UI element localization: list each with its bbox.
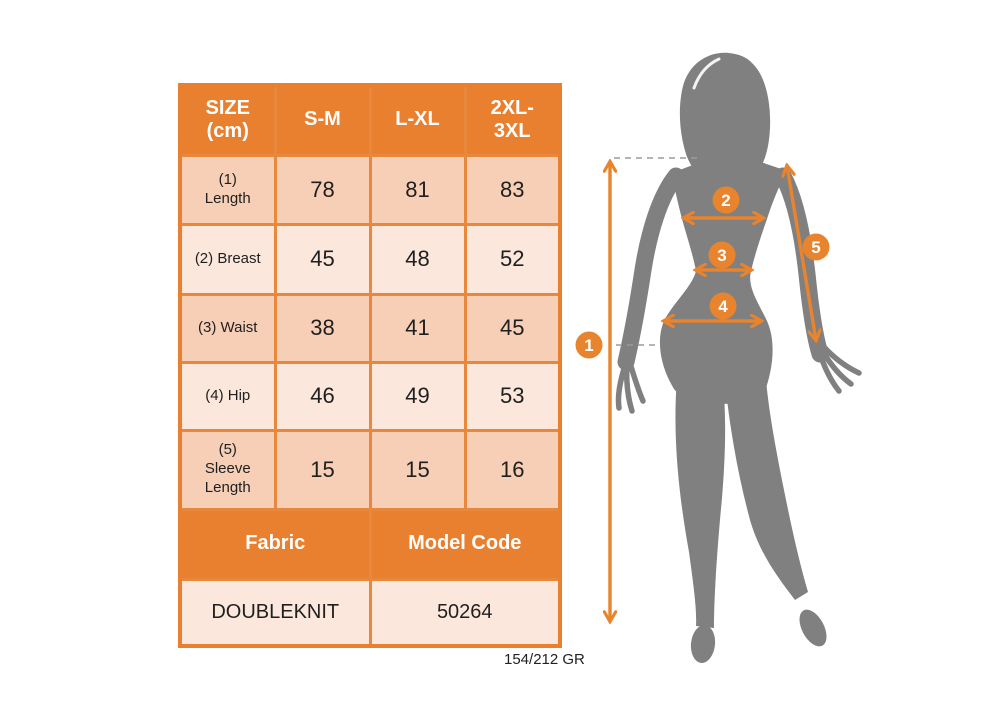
model-code-value: 50264 (368, 577, 562, 648)
row-label-length: (1) Length (178, 153, 277, 226)
badge-circle-3 (708, 241, 736, 269)
length-lxl: 81 (368, 153, 467, 226)
measure-arrow-sleeve (787, 166, 816, 340)
model-code-header: Model Code (368, 507, 562, 581)
badge-circle-4 (709, 292, 737, 320)
sleeve-2xl3xl: 16 (463, 428, 562, 511)
measure-badge-4: 4 (709, 292, 737, 320)
badge-number-4: 4 (718, 297, 728, 316)
sleeve-lxl: 15 (368, 428, 467, 511)
measure-badge-3: 3 (708, 241, 736, 269)
badge-circle-5 (802, 233, 830, 261)
silhouette-right-foot (799, 609, 827, 647)
row-label-hip: (4) Hip (178, 360, 277, 432)
weight-note: 154/212 GR (504, 651, 585, 668)
measure-badge-5: 5 (802, 233, 830, 261)
silhouette-right-leg (725, 380, 808, 600)
size-col-header-2xl3xl: 2XL- 3XL (463, 83, 562, 157)
table-row-breast: (2) Breast 45 48 52 (178, 222, 562, 296)
length-sm: 78 (273, 153, 372, 226)
breast-2xl3xl: 52 (463, 222, 562, 296)
badge-number-3: 3 (717, 246, 726, 265)
measure-badge-2: 2 (712, 186, 740, 214)
silhouette-right-hand (817, 343, 862, 394)
silhouette-left-hand (615, 357, 646, 414)
woman-silhouette (615, 52, 862, 663)
waist-sm: 38 (273, 292, 372, 364)
row-label-waist: (3) Waist (178, 292, 277, 364)
hip-sm: 46 (273, 360, 372, 432)
size-col-header-lxl: L-XL (368, 83, 467, 157)
hip-2xl3xl: 53 (463, 360, 562, 432)
breast-lxl: 48 (368, 222, 467, 296)
size-unit-header: SIZE (cm) (178, 83, 277, 157)
measurement-diagram: 1 2 3 4 5 (575, 52, 862, 663)
silhouette-left-leg (675, 378, 726, 628)
table-row-sleeve-length: (5) Sleeve Length 15 15 16 (178, 428, 562, 511)
hair-highlight (692, 57, 721, 90)
badge-number-5: 5 (811, 238, 820, 257)
waist-2xl3xl: 45 (463, 292, 562, 364)
measure-badge-1: 1 (575, 331, 603, 359)
silhouette-left-arm (617, 167, 685, 371)
fabric-header: Fabric (178, 507, 372, 581)
breast-sm: 45 (273, 222, 372, 296)
size-col-header-sm: S-M (273, 83, 372, 157)
row-label-breast: (2) Breast (178, 222, 277, 296)
badge-number-2: 2 (721, 191, 730, 210)
badge-circle-1 (575, 331, 603, 359)
table-row-length: (1) Length 78 81 83 (178, 153, 562, 226)
hip-lxl: 49 (368, 360, 467, 432)
waist-lxl: 41 (368, 292, 467, 364)
sleeve-sm: 15 (273, 428, 372, 511)
table-row-hip: (4) Hip 46 49 53 (178, 360, 562, 432)
badge-circle-2 (712, 186, 740, 214)
fabric-value: DOUBLEKNIT (178, 577, 372, 648)
length-2xl3xl: 83 (463, 153, 562, 226)
size-table: SIZE (cm) S-M L-XL 2XL- 3XL (1) Length 7… (178, 83, 562, 648)
badge-number-1: 1 (584, 336, 593, 355)
row-label-sleeve-length: (5) Sleeve Length (178, 428, 277, 511)
silhouette-head (679, 52, 771, 186)
table-row-waist: (3) Waist 38 41 45 (178, 292, 562, 364)
table-row-fabric-info: DOUBLEKNIT 50264 (178, 577, 562, 648)
silhouette-left-foot (690, 625, 716, 663)
